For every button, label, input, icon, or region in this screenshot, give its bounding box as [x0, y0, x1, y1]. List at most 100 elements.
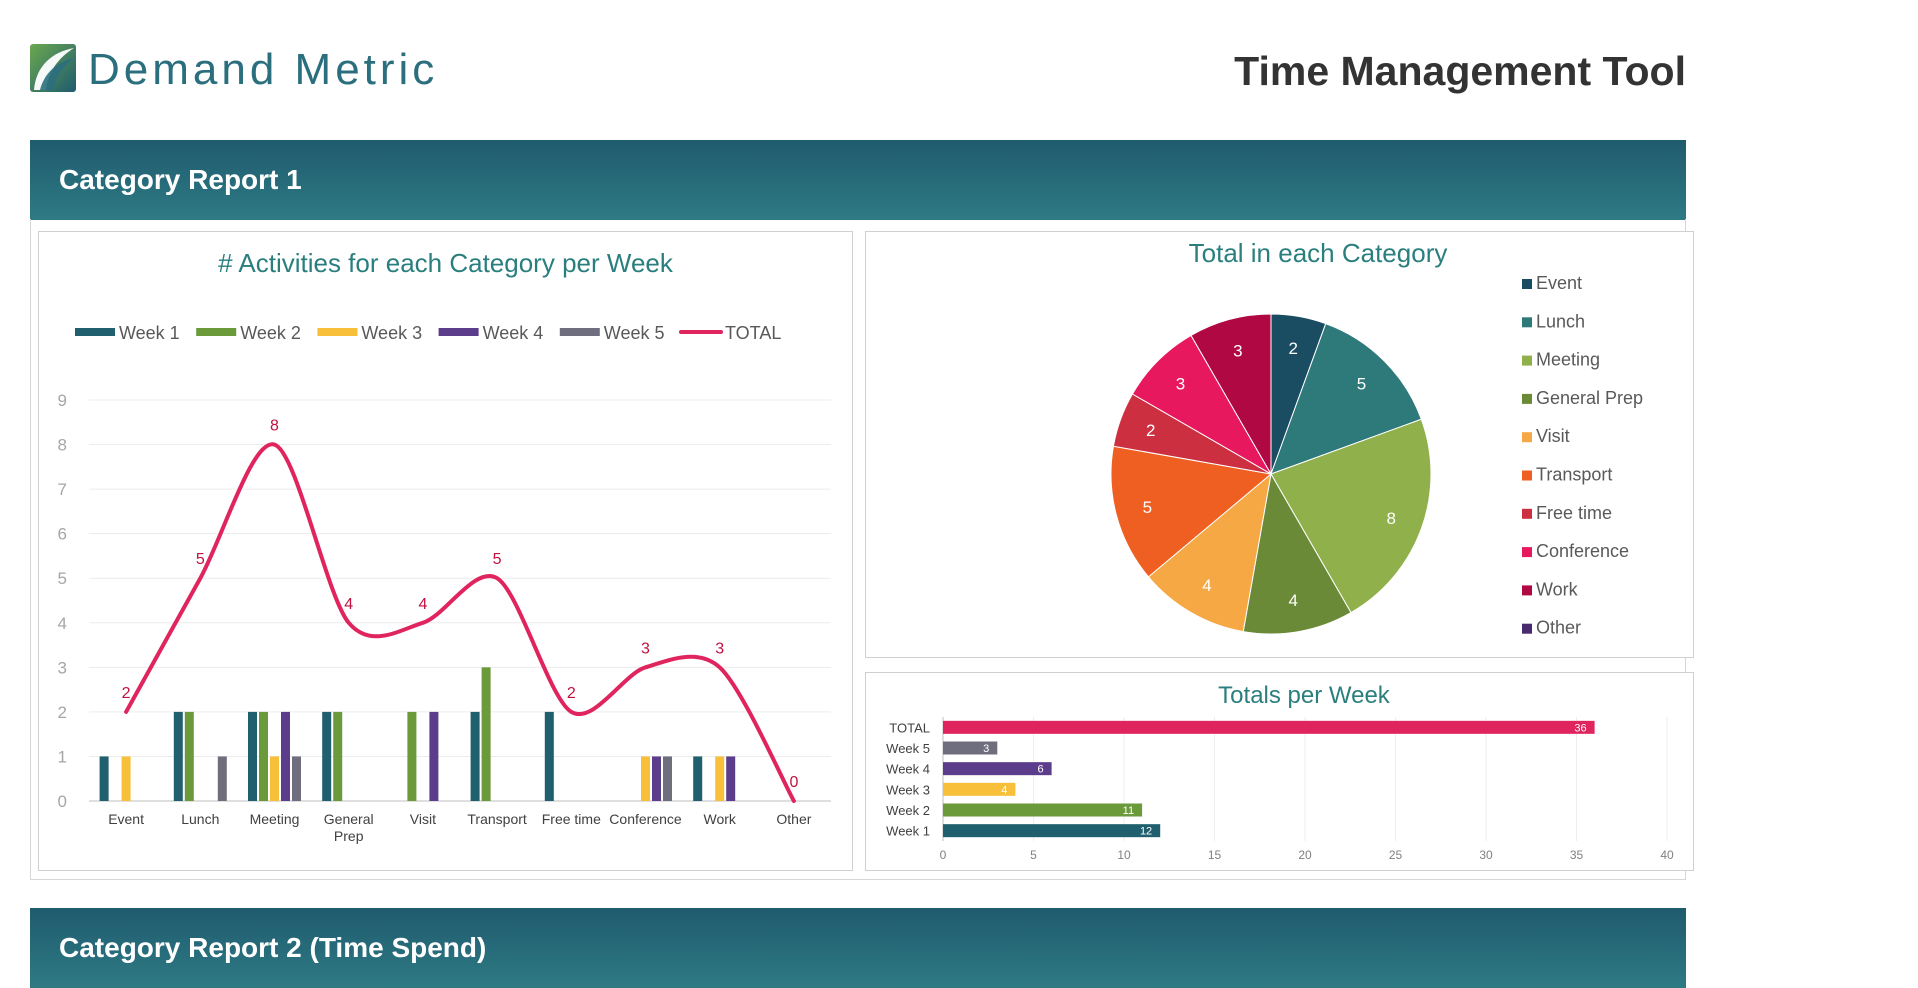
bar-mark	[217, 756, 227, 801]
pie-data-label: 4	[1202, 576, 1211, 595]
activities-chart: # Activities for each Category per Week W…	[58, 248, 831, 844]
legend-swatch	[1522, 279, 1532, 289]
y-tick-label: 5	[58, 569, 67, 588]
x-tick-label: 30	[1479, 848, 1493, 862]
legend-swatch	[1522, 393, 1532, 404]
x-tick-label: 20	[1298, 848, 1312, 862]
bar-data-label: 3	[983, 743, 989, 755]
bar-mark	[248, 711, 257, 801]
pie-data-label: 8	[1387, 509, 1396, 528]
category-report-2-section: Category Report 2 (Time Spend)	[30, 908, 1686, 988]
legend-label: Other	[1536, 618, 1581, 638]
legend-label: Week 2	[240, 323, 301, 343]
bar-mark	[726, 756, 736, 801]
legend-swatch	[1522, 317, 1532, 328]
bar-mark	[943, 762, 1052, 776]
x-tick-label: Free time	[542, 811, 601, 827]
y-tick-label: Week 4	[886, 762, 930, 777]
weekly-totals-panel: Totals per Week 0 5 10 15 20 25 30 35 40 TOTAL 36 We…	[865, 672, 1694, 871]
category-report-1-section: Category Report 1	[30, 140, 1686, 220]
x-tick-label: Transport	[467, 811, 527, 827]
legend-swatch	[1522, 623, 1532, 634]
legend-swatch	[1522, 470, 1532, 481]
section-title: Category Report 1	[30, 140, 1686, 220]
x-tick-label: Meeting	[250, 811, 300, 827]
bar-mark	[715, 756, 725, 801]
legend-label: Free time	[1536, 503, 1612, 523]
legend-label: Week 4	[483, 323, 544, 343]
x-tick-label: Lunch	[181, 811, 219, 827]
demand-metric-logo: Demand Metric	[30, 44, 550, 94]
bar-mark	[281, 711, 290, 801]
x-tick-label: Work	[703, 811, 736, 827]
total-data-label: 4	[344, 596, 353, 613]
bar-mark	[99, 756, 109, 801]
bar-mark	[270, 756, 279, 801]
legend-swatch	[1522, 585, 1532, 596]
total-line	[124, 442, 796, 803]
bar-mark	[943, 720, 1595, 734]
category-pie-chart: Total in each Category 2 5 8 4 4 5 2 3 3 Event Lunc…	[1110, 238, 1643, 638]
y-tick-label: 4	[58, 614, 67, 633]
pie-data-label: 2	[1288, 339, 1297, 358]
legend-label: Work	[1536, 579, 1579, 599]
total-data-label: 2	[122, 685, 131, 702]
y-tick-label: 3	[58, 658, 67, 677]
y-tick-label: Week 5	[886, 741, 930, 756]
legend-label: Week 1	[119, 323, 180, 343]
legend-swatch	[1522, 355, 1532, 366]
pie-slice	[1242, 472, 1352, 635]
x-tick-label: 0	[940, 848, 947, 862]
total-data-label: 5	[493, 551, 502, 568]
y-tick-label: 6	[58, 525, 67, 544]
x-tick-label: 5	[1030, 848, 1037, 862]
x-tick-label: Event	[108, 811, 144, 827]
pie-data-label: 3	[1176, 374, 1185, 393]
pie-slice	[1270, 323, 1422, 475]
pie-slice	[1190, 313, 1272, 476]
y-tick-label: 2	[58, 703, 67, 722]
total-data-label: 8	[270, 418, 279, 435]
bar-mark	[184, 711, 194, 801]
pie-slice	[1147, 472, 1272, 633]
y-tick-label: 7	[58, 480, 67, 499]
total-data-label: 3	[641, 640, 650, 657]
legend-label: Visit	[1536, 426, 1570, 446]
y-tick-label: Week 2	[886, 803, 930, 818]
y-tick-label: 9	[58, 391, 67, 410]
category-pie-panel: Total in each Category 2 5 8 4 4 5 2 3 3 Event Lunc…	[865, 231, 1694, 658]
x-tick-label: Visit	[410, 811, 436, 827]
bar-mark	[322, 711, 332, 801]
legend-swatch	[1522, 547, 1532, 558]
pie-data-label: 3	[1233, 341, 1242, 360]
bar-mark	[641, 756, 650, 801]
total-data-label: 5	[196, 551, 205, 568]
pie-slice	[1110, 445, 1273, 578]
legend-label: Event	[1536, 273, 1582, 293]
legend-label: Week 5	[604, 323, 665, 343]
legend-swatch	[1522, 508, 1532, 519]
chart-title: Total in each Category	[1189, 238, 1448, 268]
bar-data-label: 12	[1140, 826, 1152, 838]
legend-swatch	[317, 328, 358, 336]
brand-name: Demand Metric	[88, 45, 439, 94]
bar-mark	[943, 741, 998, 755]
bar-mark	[663, 756, 672, 801]
chart-title: # Activities for each Category per Week	[218, 248, 674, 278]
y-tick-label: Week 3	[886, 782, 930, 797]
y-tick-label: 8	[58, 436, 67, 455]
bar-mark	[693, 756, 703, 801]
bar-data-label: 36	[1574, 722, 1586, 734]
bar-mark	[943, 782, 1016, 796]
bar-mark	[470, 711, 480, 801]
bar-mark	[333, 711, 343, 801]
bar-mark	[652, 756, 661, 801]
legend-swatch	[1522, 432, 1532, 443]
pie-data-label: 5	[1357, 374, 1366, 393]
bar-mark	[121, 756, 131, 801]
legend-label: Transport	[1536, 465, 1612, 485]
pie-data-label: 4	[1288, 591, 1297, 610]
legend-label: TOTAL	[725, 323, 781, 343]
bar-data-label: 4	[1001, 784, 1007, 796]
